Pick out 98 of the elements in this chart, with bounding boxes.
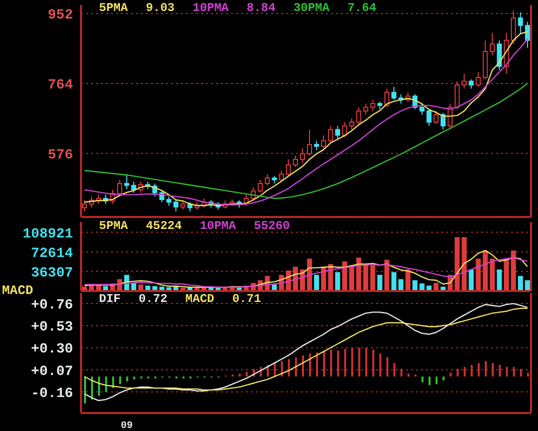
bar [464,366,466,377]
bar [476,258,481,291]
y-tick-label: +0.76 [30,298,73,314]
y-axis-title: MACD [2,283,34,298]
bar [330,350,332,377]
x-tick-label: 09 [120,421,133,431]
text: 10PMA [192,1,229,15]
bar [412,280,418,291]
annotation: 55260 [254,219,290,233]
bar [510,250,516,291]
y-tick-label: 72614 [30,246,73,262]
bar [337,350,340,377]
candlestick [524,21,530,48]
bar [84,376,86,404]
y-tick-label: 108921 [22,226,73,242]
bar [512,366,515,377]
bar [280,361,283,377]
bar [377,274,382,291]
bar [470,365,473,377]
bar [133,376,136,380]
y-tick-label: -0.16 [30,386,73,402]
bar [393,363,396,377]
y-tick-label: +0.30 [30,342,73,358]
text: 30PMA [293,1,330,15]
bar [524,280,530,291]
bar [442,376,445,380]
line-series [84,82,528,200]
bar [335,272,340,291]
bar [372,350,374,377]
y-tick-label: +0.07 [30,364,73,380]
bar [384,260,390,291]
line-series [84,256,528,288]
bar [482,250,488,291]
bar [294,357,297,377]
y-tick-label: 764 [48,77,73,94]
bar [370,265,376,291]
candlestick [518,12,523,34]
bar [358,348,360,377]
bar [363,264,368,291]
bar [351,348,354,377]
y-tick-label: 36307 [30,265,73,282]
bar [316,352,318,377]
bar [506,366,508,377]
bar [391,272,396,291]
bar [456,368,459,377]
text: 5PMA [99,219,128,233]
line-series [84,250,528,288]
bar [526,372,529,377]
bar [454,237,460,291]
bar [302,355,304,377]
annotation: 7.64 [347,1,376,15]
bar [246,372,248,377]
text: 10PMA [200,219,236,233]
bar [496,269,502,291]
bar [379,353,382,377]
bar [428,376,431,386]
bar [309,353,311,377]
bar [504,258,509,291]
bar [518,276,523,291]
bar [344,348,346,377]
bar [323,352,326,377]
bar [436,376,438,384]
bar [126,376,128,382]
line-series [84,308,528,391]
bar [490,258,495,291]
bar [492,363,494,377]
bar [468,269,474,291]
bar [105,376,108,392]
annotation: 0.72 [138,292,168,306]
y-tick-label: 576 [48,147,73,164]
bar [386,357,388,377]
bar [462,237,467,291]
annotation: 45224 [146,219,182,233]
bar [450,372,452,377]
bar [356,258,362,291]
bar [484,361,487,377]
annotation: 9.03 [146,1,175,15]
bar [498,365,501,377]
bar [422,376,424,382]
bar [398,279,404,291]
text: DIF [99,292,121,306]
bar [365,348,368,377]
y-tick-label: 952 [48,8,73,24]
text: MACD [185,292,214,306]
y-tick-label: +0.53 [30,320,73,336]
line-series [84,302,528,402]
bar [119,376,122,384]
bar [400,368,402,377]
bar [314,274,320,291]
annotation: 0.71 [232,292,262,306]
bar [407,374,410,377]
bar [520,368,522,377]
annotation: 8.84 [246,1,276,15]
bar [288,359,290,377]
bar [98,376,100,396]
text: 5PMA [99,1,128,15]
bar [238,374,241,377]
bar [478,363,480,377]
